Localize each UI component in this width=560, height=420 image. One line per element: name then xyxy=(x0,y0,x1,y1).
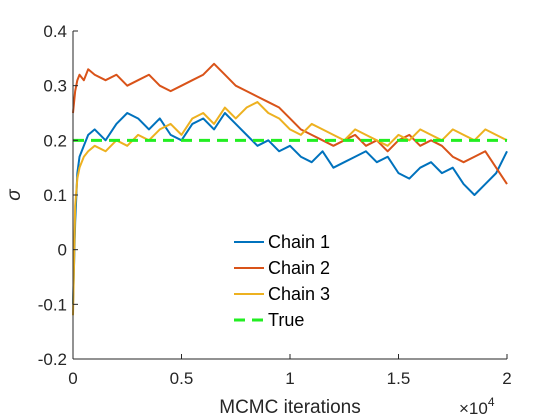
tick-labels: 0 0.5 1 1.5 2 -0.2 -0.1 0 0.1 0.2 0.3 0.4 xyxy=(38,22,512,388)
x-tick-label: 0.5 xyxy=(170,369,194,388)
x-tick-label: 1.5 xyxy=(387,369,411,388)
x-exponent-base: ×10 xyxy=(459,399,488,418)
y-tick-label: 0.1 xyxy=(43,186,67,205)
legend-label-4: True xyxy=(268,310,304,330)
y-tick-label: 0.3 xyxy=(43,77,67,96)
x-tick-label: 2 xyxy=(502,369,511,388)
y-tick-label: -0.2 xyxy=(38,350,67,369)
legend-label-1: Chain 1 xyxy=(268,232,330,252)
y-axis-label: σ xyxy=(4,188,25,201)
series-layer xyxy=(72,62,508,316)
series-line-2 xyxy=(72,62,508,185)
x-exponent-power: 4 xyxy=(488,395,495,409)
legend-label-2: Chain 2 xyxy=(268,258,330,278)
x-axis-exponent: ×104 xyxy=(459,395,495,418)
svg-text:×104: ×104 xyxy=(459,395,495,418)
legend-label-3: Chain 3 xyxy=(268,284,330,304)
series-line-1 xyxy=(72,112,508,305)
plot-area xyxy=(73,31,507,359)
y-tick-label: 0.4 xyxy=(43,22,67,41)
y-tick-label: -0.1 xyxy=(38,295,67,314)
x-tick-label: 0 xyxy=(68,369,77,388)
x-axis-label: MCMC iterations xyxy=(219,397,360,418)
legend: Chain 1 Chain 2 Chain 3 True xyxy=(234,232,330,330)
x-tick-label: 1 xyxy=(285,369,294,388)
y-tick-label: 0.2 xyxy=(43,131,67,150)
y-tick-label: 0 xyxy=(58,241,67,260)
series-line-3 xyxy=(72,101,508,316)
